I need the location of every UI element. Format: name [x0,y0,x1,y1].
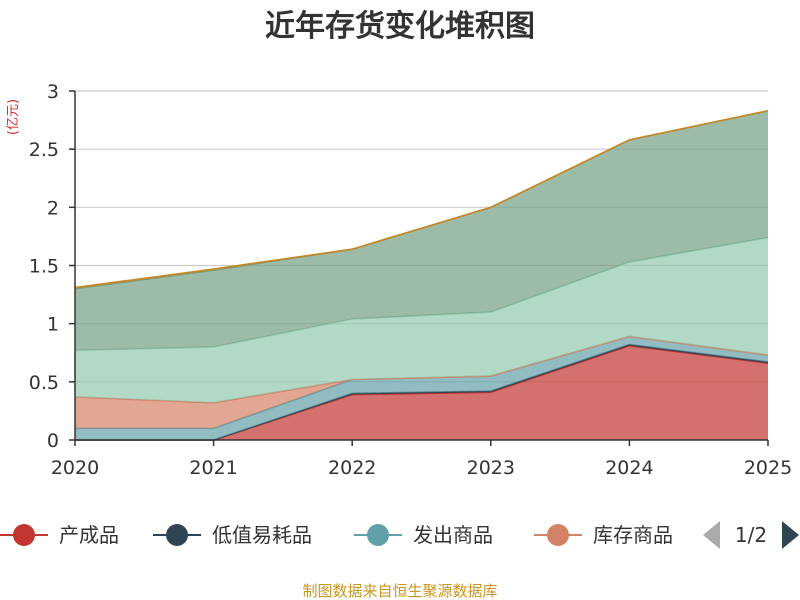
legend-page-indicator: 1/2 [735,523,767,547]
data-source-note: 制图数据来自恒生聚源数据库 [302,582,497,600]
legend-marker-icon [367,524,389,546]
series-area-3 [75,336,768,440]
legend-marker-icon [166,524,188,546]
legend-prev-icon[interactable] [703,521,720,549]
series-area-1 [75,345,768,440]
legend-item[interactable]: 发出商品 [354,523,493,547]
chart-title: 近年存货变化堆积图 [265,9,535,44]
series-line-7 [74,109,769,289]
legend-label: 产成品 [59,523,119,547]
legend: 产成品 低值易耗品 发出商品 库存商品 [0,523,673,547]
legend-label: 低值易耗品 [212,523,312,547]
legend-item[interactable]: 产成品 [0,523,119,547]
legend-next-icon[interactable] [782,521,799,549]
x-tick-label: 2025 [744,457,792,479]
series-area-6 [75,110,768,351]
x-tick-label: 2022 [328,457,376,479]
y-tick-label: 3 [47,81,59,103]
y-tick-label: 2.5 [29,139,59,161]
x-tick-label: 2023 [467,457,515,479]
legend-label: 库存商品 [593,523,673,547]
x-tick-label: 2020 [51,457,99,479]
y-tick-label: 1.5 [29,256,59,278]
y-tick-label: 1 [47,314,59,336]
legend-label: 发出商品 [413,523,493,547]
series-area-5 [75,237,768,403]
x-tick-label: 2021 [189,457,237,479]
y-tick-label: 0 [47,430,59,452]
legend-marker-icon [13,524,35,546]
y-tick-label: 2 [47,197,59,219]
legend-item[interactable]: 库存商品 [534,523,673,547]
series-area-4 [75,336,768,429]
plot-area [74,109,769,441]
legend-item[interactable]: 低值易耗品 [153,523,312,547]
y-tick-label: 0.5 [29,372,59,394]
legend-marker-icon [547,524,569,546]
legend-pager: 1/2 [703,521,799,549]
x-tick-label: 2024 [605,457,653,479]
axes: 0 0.5 1 1.5 2 2.5 3 2020 2021 2022 2023 2024 2025 [29,81,792,479]
y-axis-unit: (亿元) [6,99,21,135]
